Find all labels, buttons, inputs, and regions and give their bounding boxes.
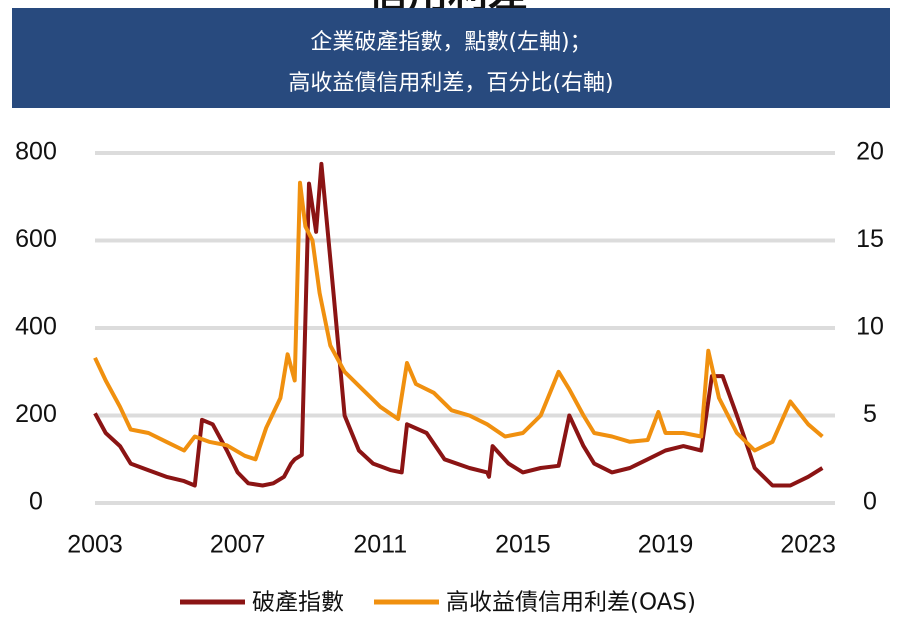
y2-tick-label: 5	[863, 400, 877, 428]
y2-tick-label: 0	[863, 488, 877, 516]
legend-label: 高收益債信用利差(OAS)	[446, 590, 696, 616]
series-line	[93, 180, 824, 462]
x-tick-label: 2015	[495, 531, 551, 559]
y-tick-label: 0	[29, 488, 43, 516]
x-tick-label: 2023	[780, 531, 836, 559]
subtitle: 高收益債信用利差，百分比(右軸)	[288, 71, 613, 96]
subtitle: 企業破產指數，點數(左軸)；	[310, 30, 591, 55]
x-tick-label: 2011	[353, 531, 407, 559]
header-box	[12, 8, 890, 108]
y-tick-label: 200	[15, 400, 57, 428]
y2-tick-label: 20	[856, 138, 884, 166]
y2-tick-label: 15	[856, 225, 884, 253]
series-line	[93, 161, 824, 488]
x-tick-label: 2003	[67, 531, 123, 559]
x-tick-label: 2007	[210, 531, 266, 559]
legend-label: 破產指數	[252, 590, 344, 616]
y-tick-label: 400	[15, 313, 57, 341]
y2-tick-label: 10	[856, 313, 884, 341]
y-tick-label: 600	[15, 225, 57, 253]
x-tick-label: 2019	[638, 531, 694, 559]
y-tick-label: 800	[15, 138, 57, 166]
